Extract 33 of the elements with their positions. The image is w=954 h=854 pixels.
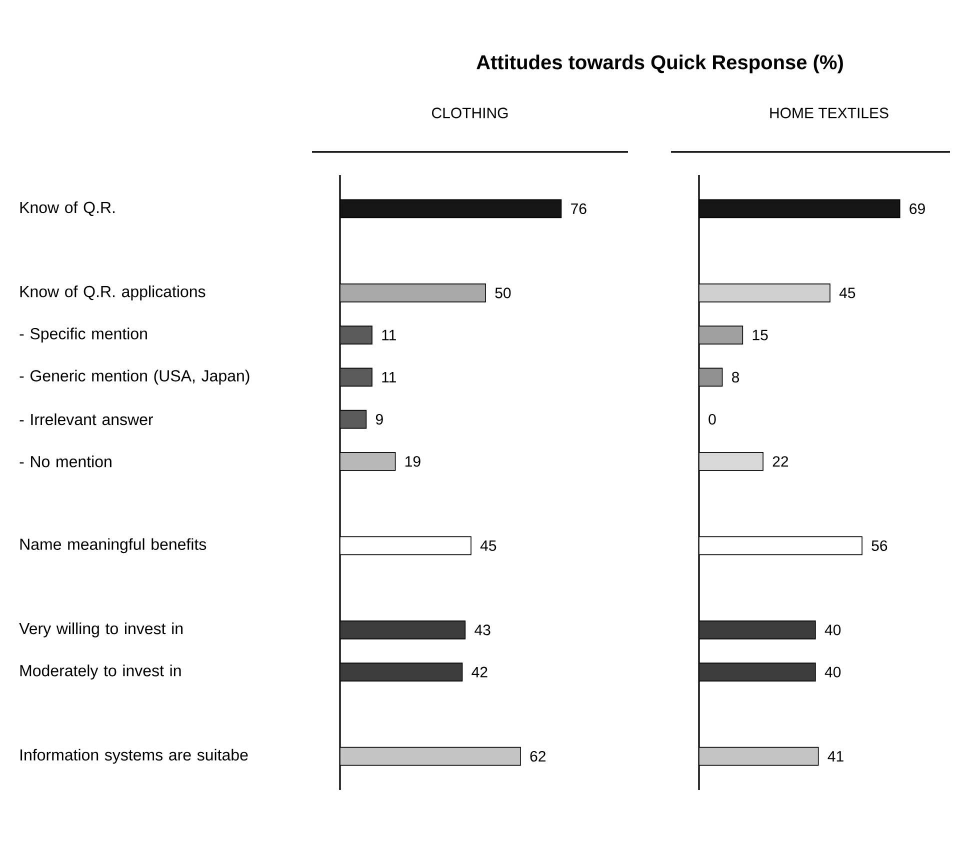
data-label: 42: [472, 666, 488, 678]
data-label: 45: [839, 288, 856, 298]
data-label: 19: [406, 456, 420, 467]
data-label: 11: [382, 330, 396, 340]
data-label: 0: [708, 414, 716, 425]
data-label: 15: [752, 330, 768, 340]
data-label: 45: [480, 540, 496, 551]
y-tick-label: - Specific mention: [20, 328, 147, 343]
y-tick-label: Information systems are suitabe: [20, 748, 248, 764]
y-tick-label: Moderately to invest in: [20, 664, 181, 680]
y-tick-label: - Irrelevant answer: [20, 413, 154, 426]
data-label: 76: [571, 203, 586, 214]
y-tick-label: Very willing to invest in: [19, 622, 183, 638]
text: Attitudes towards Quick Response (%): [476, 54, 843, 74]
data-label: 43: [474, 624, 490, 636]
y-tick-label: - Generic mention (USA, Japan): [20, 370, 250, 385]
data-label: 41: [828, 751, 844, 762]
data-label: 22: [772, 456, 788, 467]
data-label: 40: [824, 666, 841, 678]
data-label: 50: [495, 288, 511, 298]
chart-title: HOME TEXTILES: [770, 108, 888, 118]
data-label: 40: [824, 624, 841, 636]
y-tick-label: Know of Q.R.: [20, 201, 115, 216]
data-label: 11: [382, 372, 396, 382]
data-label: 8: [732, 372, 740, 383]
data-label: 9: [376, 414, 383, 425]
y-tick-label: Name meaningful benefits: [20, 538, 206, 554]
data-label: 56: [872, 540, 888, 551]
data-label: 62: [530, 750, 546, 762]
data-label: 69: [910, 203, 925, 214]
y-tick-label: Know of Q.R. applications: [20, 285, 206, 300]
y-tick-label: - No mention: [20, 456, 112, 468]
chart-title: CLOTHING: [432, 108, 508, 118]
